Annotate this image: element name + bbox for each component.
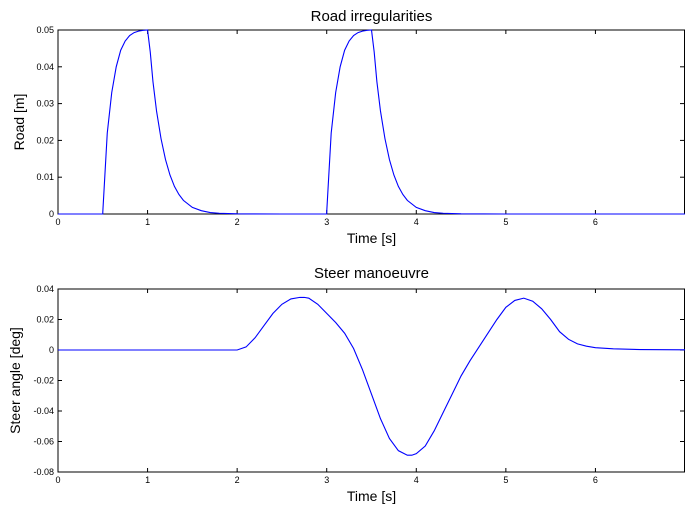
x-axis-label: Time [s]	[347, 488, 396, 504]
x-tick-label: 5	[503, 217, 508, 227]
y-tick-label: 0	[49, 209, 54, 219]
chart-title: Road irregularities	[311, 8, 433, 25]
y-tick-label: 0.01	[36, 172, 54, 182]
y-axis-label: Steer angle [deg]	[7, 327, 23, 434]
x-tick-label: 1	[145, 475, 150, 485]
plot-area	[57, 29, 685, 215]
x-tick-label: 0	[55, 475, 60, 485]
x-tick-label: 2	[235, 217, 240, 227]
y-tick-label: 0.05	[36, 25, 54, 35]
x-tick-label: 0	[55, 217, 60, 227]
plot-area	[57, 288, 685, 473]
chart-2: 0 1 2 3 4 5 6 -0.08 -0.06 -0.04 -0.02 0 0.02 0.04 Stee…	[7, 265, 685, 504]
x-tick-label: 3	[324, 217, 329, 227]
y-axis-label: Road [m]	[11, 94, 27, 151]
y-tick-label: 0.02	[36, 135, 54, 145]
y-tick-label: 0.04	[36, 284, 54, 294]
y-tick-label: 0.03	[36, 99, 54, 109]
y-tick-label: -0.02	[33, 376, 54, 386]
y-tick-label: -0.04	[33, 406, 54, 416]
chart-1: 0 1 2 3 4 5 6 0 0.01 0.02 0.03 0.04 0.05 Road irregul…	[11, 8, 685, 246]
x-tick-label: 3	[324, 475, 329, 485]
x-tick-label: 4	[414, 475, 419, 485]
series-line	[58, 29, 685, 215]
x-tick-label: 1	[145, 217, 150, 227]
x-tick-label: 6	[593, 475, 598, 485]
y-tick-label: -0.08	[33, 467, 54, 477]
x-axis-label: Time [s]	[347, 230, 396, 246]
x-tick-label: 5	[503, 475, 508, 485]
x-tick-label: 2	[235, 475, 240, 485]
y-tick-label: 0.04	[36, 62, 54, 72]
y-tick-label: 0	[49, 345, 54, 355]
y-tick-label: 0.02	[36, 315, 54, 325]
series-line	[58, 296, 685, 456]
chart-title: Steer manoeuvre	[314, 265, 429, 282]
x-tick-label: 6	[593, 217, 598, 227]
x-tick-label: 4	[414, 217, 419, 227]
y-tick-label: -0.06	[33, 437, 54, 447]
